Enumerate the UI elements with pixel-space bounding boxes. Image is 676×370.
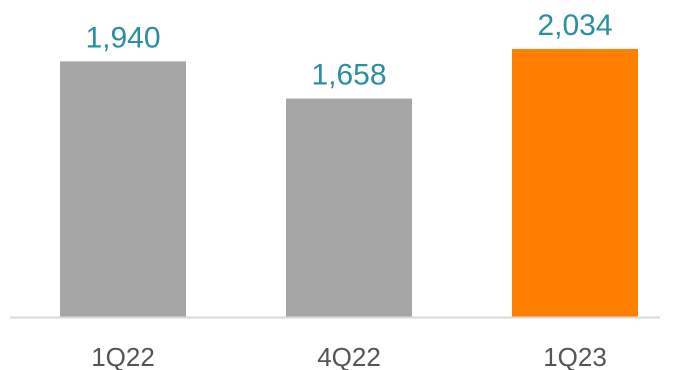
bar-1q22 bbox=[60, 61, 186, 317]
x-tick-label-4q22: 4Q22 bbox=[317, 342, 381, 370]
x-tick-label-1q22: 1Q22 bbox=[91, 342, 155, 370]
value-labels-group: 1,940 1,658 2,034 bbox=[85, 9, 612, 92]
x-tick-label-1q23: 1Q23 bbox=[543, 342, 607, 370]
bar-1q23 bbox=[512, 49, 638, 317]
x-tick-labels-group: 1Q22 4Q22 1Q23 bbox=[91, 342, 607, 370]
bar-4q22 bbox=[286, 98, 412, 318]
bars-group bbox=[60, 49, 638, 318]
value-label-1q22: 1,940 bbox=[85, 21, 160, 54]
value-label-4q22: 1,658 bbox=[311, 59, 386, 92]
value-label-1q23: 2,034 bbox=[537, 9, 612, 42]
